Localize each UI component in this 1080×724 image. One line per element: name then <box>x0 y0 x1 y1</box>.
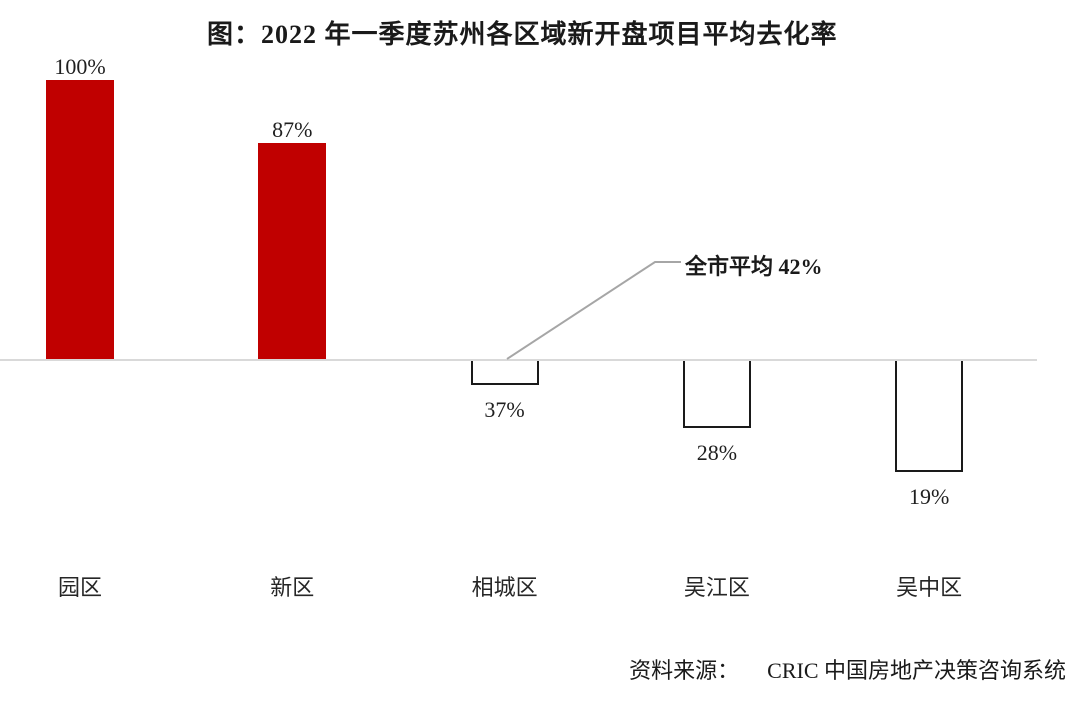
bar-4 <box>895 361 964 472</box>
baseline-axis <box>0 359 1037 361</box>
category-label-1: 新区 <box>270 575 315 600</box>
category-label-0: 园区 <box>57 575 102 600</box>
category-label-3: 吴江区 <box>683 575 750 600</box>
average-annotation-label: 全市平均 42% <box>685 254 823 279</box>
bar-2 <box>470 361 539 386</box>
bar-1 <box>258 142 327 359</box>
bar-0 <box>46 80 114 359</box>
bar-value-label-3: 28% <box>696 440 738 466</box>
bar-value-label-0: 100% <box>54 54 106 80</box>
bar-value-label-4: 19% <box>909 483 950 509</box>
source-line: 资料来源： CRIC 中国房地产决策咨询系统 <box>629 653 1066 685</box>
source-text: CRIC 中国房地产决策咨询系统 <box>767 658 1066 683</box>
chart-title: 图：2022 年一季度苏州各区域新开盘项目平均去化率 <box>207 20 838 49</box>
bar-value-label-1: 87% <box>272 116 313 142</box>
bar-value-label-2: 37% <box>484 397 525 423</box>
source-prefix: 资料来源： <box>629 658 740 683</box>
bar-3 <box>682 361 751 429</box>
category-label-2: 相城区 <box>471 575 538 600</box>
category-label-4: 吴中区 <box>896 575 963 600</box>
